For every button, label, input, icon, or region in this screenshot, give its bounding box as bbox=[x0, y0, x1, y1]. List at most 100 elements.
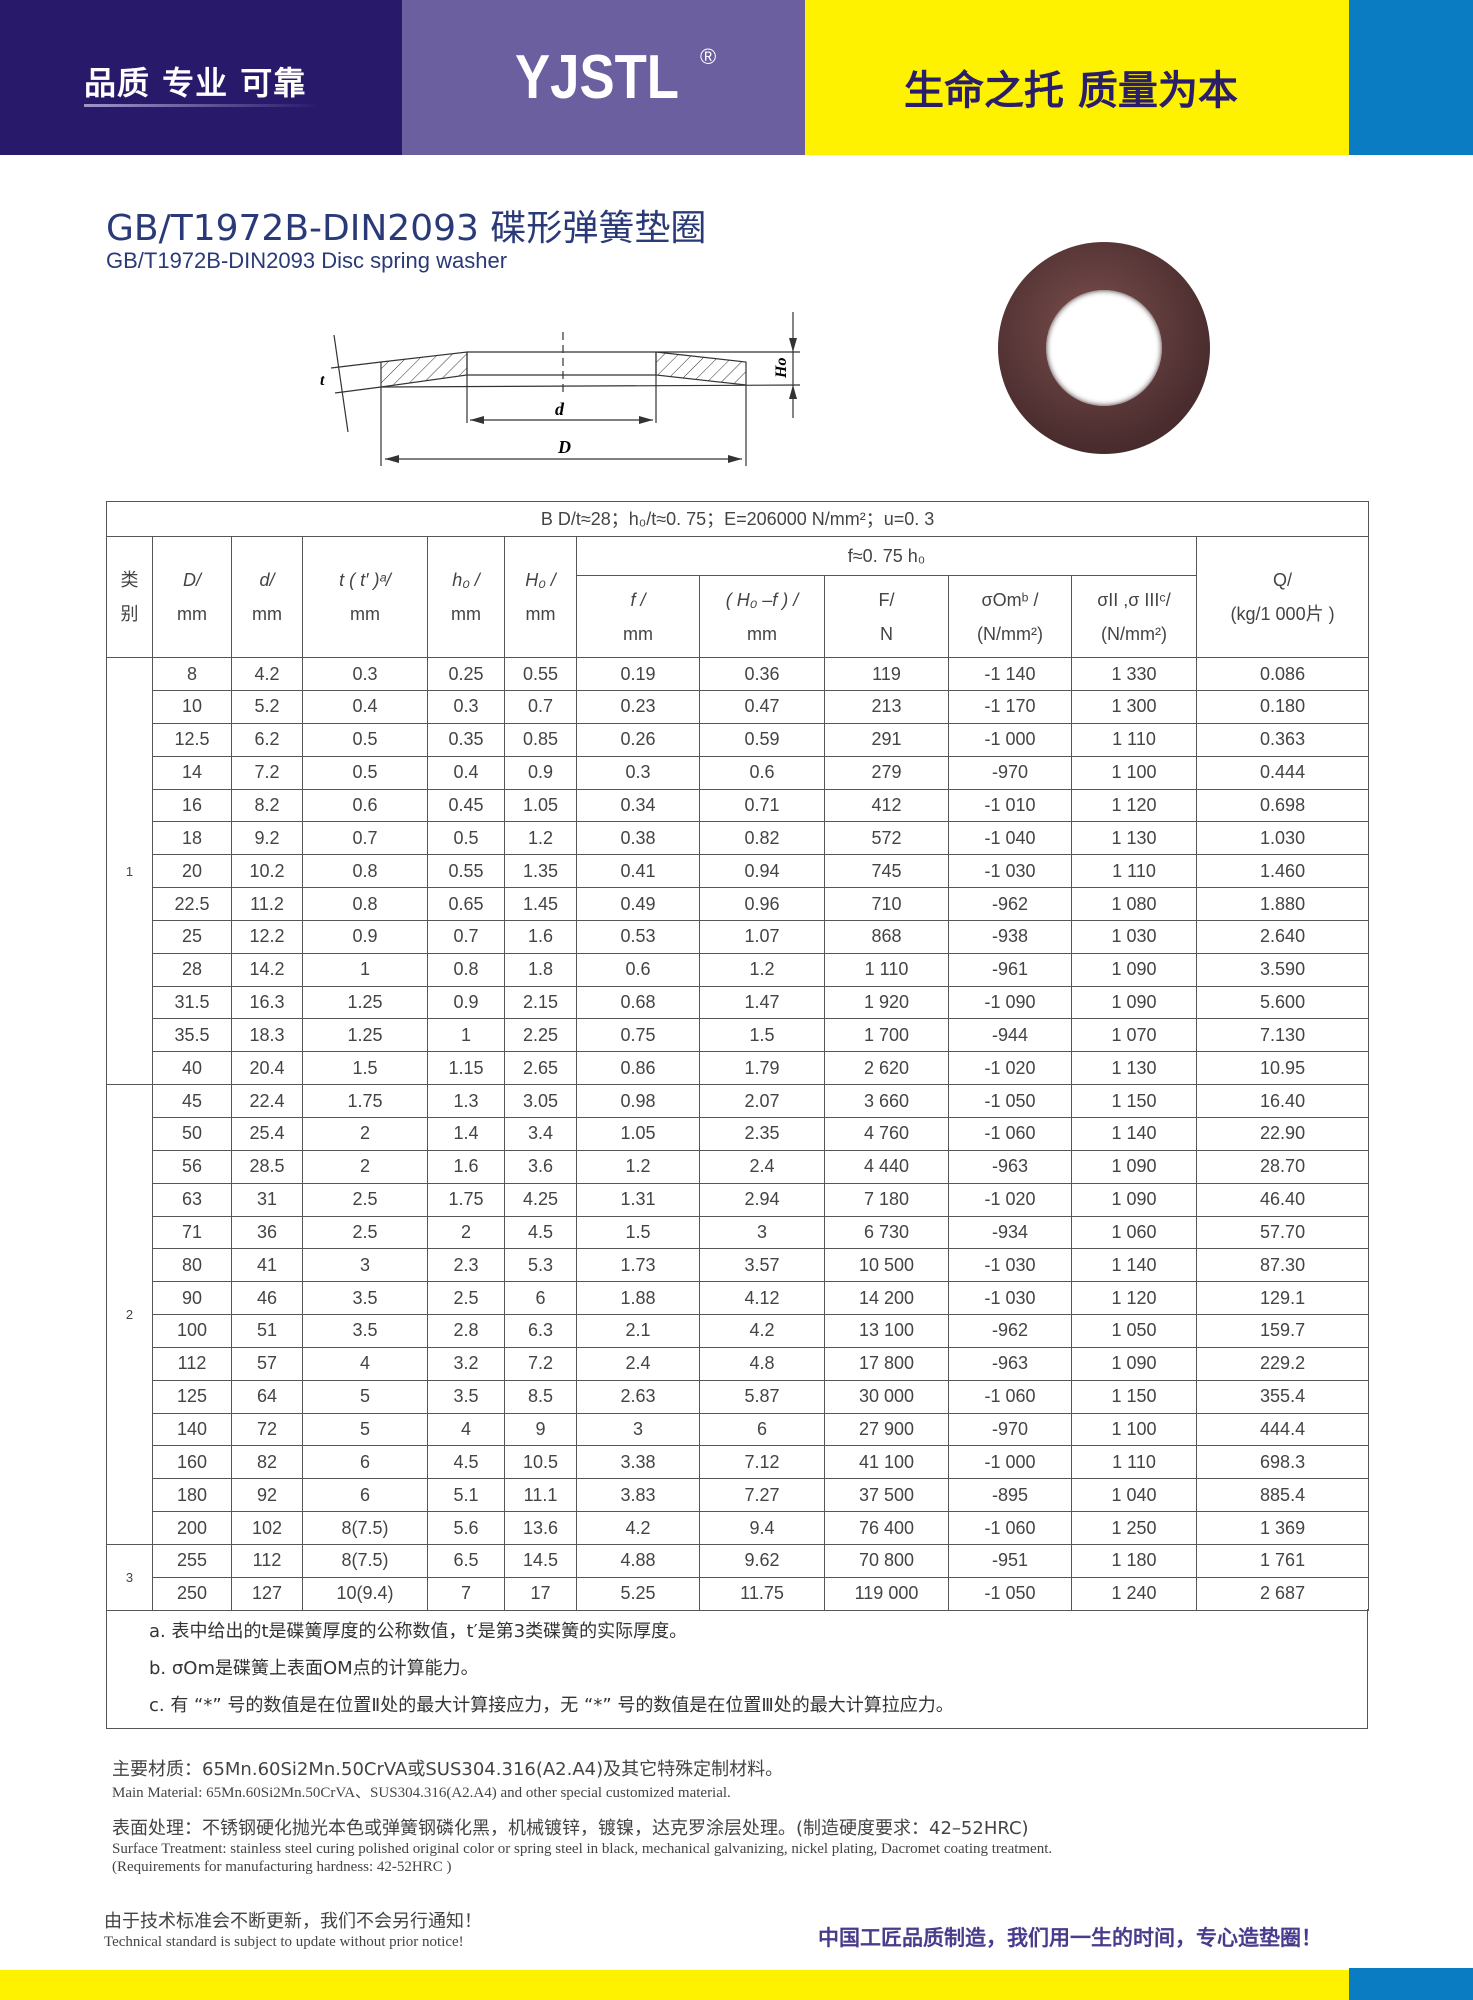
table-cell: 0.34 bbox=[576, 788, 700, 823]
table-cell: 1 120 bbox=[1071, 788, 1197, 823]
table-cell: 213 bbox=[824, 690, 949, 724]
table-cell: 0.59 bbox=[699, 722, 825, 757]
table-cell: -962 bbox=[948, 887, 1072, 921]
table-cell: 1 700 bbox=[824, 1018, 949, 1053]
table-cell: 51 bbox=[231, 1314, 303, 1348]
table-cell: 745 bbox=[824, 854, 949, 889]
table-cell: 7 bbox=[427, 1576, 505, 1611]
spec-table: B D/t≈28；h₀/t≈0. 75；E=206000 N/mm²；u=0. … bbox=[105, 500, 1370, 1611]
table-cell: 1 300 bbox=[1071, 690, 1197, 724]
table-cell: 1.88 bbox=[576, 1281, 700, 1316]
table-cell: 885.4 bbox=[1195, 1478, 1370, 1513]
table-row: 112 57 4 3.2 7.2 2.4 4.8 17 800 -963 1 090 229.2 bbox=[107, 1346, 1370, 1381]
table-cell: 1 250 bbox=[1071, 1511, 1197, 1545]
table-cell: 1.4 bbox=[427, 1117, 505, 1151]
table-cell: 1.5 bbox=[576, 1215, 700, 1250]
table-cell: 710 bbox=[824, 887, 949, 921]
table-cell: 4.5 bbox=[504, 1215, 577, 1250]
table-cell: 2.25 bbox=[504, 1018, 577, 1053]
table-cell: 2 bbox=[427, 1215, 505, 1250]
table-cell: 2.640 bbox=[1195, 919, 1370, 954]
table-cell: 10.2 bbox=[231, 854, 303, 889]
table-cell: 1.030 bbox=[1195, 821, 1370, 856]
table-cell: 4.5 bbox=[427, 1445, 505, 1480]
table-cell: 0.7 bbox=[427, 919, 505, 954]
table-cell: 100 bbox=[152, 1314, 232, 1348]
table-cell: 28.5 bbox=[231, 1149, 303, 1184]
table-cell: 1.3 bbox=[427, 1084, 505, 1118]
table-cell: 7.130 bbox=[1195, 1018, 1370, 1053]
table-cell: 64 bbox=[231, 1379, 303, 1414]
table-notes: a. 表中给出的t是碟簧厚度的公称数值，t′是第3类碟簧的实际厚度。 b. σO… bbox=[106, 1609, 1368, 1729]
table-cell: 2.1 bbox=[576, 1314, 700, 1348]
table-cell: 46 bbox=[231, 1281, 303, 1316]
table-cell: 0.55 bbox=[504, 657, 577, 692]
table-cell: -963 bbox=[948, 1149, 1072, 1184]
table-cell: 1 040 bbox=[1071, 1478, 1197, 1513]
column-header-bottom: mm bbox=[451, 604, 481, 625]
column-header-7: ( H₀ –f ) / mm bbox=[699, 575, 825, 659]
table-cell: 7.12 bbox=[699, 1445, 825, 1480]
table-cell: 0.9 bbox=[302, 919, 428, 954]
table-cell: 0.7 bbox=[302, 821, 428, 856]
table-cell: 0.41 bbox=[576, 854, 700, 889]
table-cell: 4.2 bbox=[576, 1511, 700, 1545]
table-cell: 80 bbox=[152, 1248, 232, 1283]
table-cell: 1.2 bbox=[504, 821, 577, 856]
table-cell: -1 030 bbox=[948, 854, 1072, 889]
table-cell: 14.2 bbox=[231, 952, 303, 987]
table-cell: -1 050 bbox=[948, 1084, 1072, 1118]
table-row: 25 12.2 0.9 0.7 1.6 0.53 1.07 868 -938 1 030 2.640 bbox=[107, 919, 1370, 954]
table-cell: 1.2 bbox=[699, 952, 825, 987]
table-cell: 27 900 bbox=[824, 1412, 949, 1447]
table-cell: 10.95 bbox=[1195, 1051, 1370, 1086]
table-cell: 0.49 bbox=[576, 887, 700, 921]
table-cell: 229.2 bbox=[1195, 1346, 1370, 1381]
table-row: 28 14.2 1 0.8 1.8 0.6 1.2 1 110 -961 1 090 3.590 bbox=[107, 952, 1370, 987]
table-cell: 6 bbox=[302, 1478, 428, 1513]
column-header-bottom: mm bbox=[747, 623, 777, 644]
note-c: c. 有 “*” 号的数值是在位置Ⅱ处的最大计算接应力，无 “*” 号的数值是在… bbox=[149, 1695, 954, 1716]
column-header-top: ( H₀ –f ) / bbox=[725, 589, 799, 610]
table-row: 10 5.2 0.4 0.3 0.7 0.23 0.47 213 -1 170 1 300 0.18… bbox=[107, 690, 1370, 724]
table-cell: 0.71 bbox=[699, 788, 825, 823]
table-cell: 0.8 bbox=[302, 887, 428, 921]
table-cell: 16.3 bbox=[231, 985, 303, 1020]
table-cell: 1.07 bbox=[699, 919, 825, 954]
table-cell: 4.88 bbox=[576, 1543, 700, 1578]
column-header-bottom: mm bbox=[525, 604, 556, 625]
surface-cn: 表面处理：不锈钢硬化抛光本色或弹簧钢磷化黑，机械镀锌，镀镍，达克罗涂层处理。(制… bbox=[112, 1818, 1029, 1839]
label-d: d bbox=[555, 399, 565, 419]
column-header-3: t ( t′ )ᵃ/mm bbox=[302, 536, 428, 659]
table-cell: 5.87 bbox=[699, 1379, 825, 1414]
table-cell: 3.38 bbox=[576, 1445, 700, 1480]
table-cell: 3.5 bbox=[302, 1281, 428, 1316]
category-cell: 3 bbox=[106, 1543, 153, 1611]
footer-notice-cn: 由于技术标准会不断更新，我们不会另行通知！ bbox=[104, 1911, 482, 1932]
table-cell: 1 090 bbox=[1071, 985, 1197, 1020]
table-cell: 2.5 bbox=[427, 1281, 505, 1316]
table-cell: 0.3 bbox=[427, 690, 505, 724]
table-cell: 1 050 bbox=[1071, 1314, 1197, 1348]
table-cell: -1 060 bbox=[948, 1379, 1072, 1414]
table-cell: 72 bbox=[231, 1412, 303, 1447]
table-row: 100 51 3.5 2.8 6.3 2.1 4.2 13 100 -962 1 050 159.7 bbox=[107, 1314, 1370, 1348]
table-cell: 4.25 bbox=[504, 1182, 577, 1217]
table-cell: 16.40 bbox=[1195, 1084, 1370, 1118]
note-a: a. 表中给出的t是碟簧厚度的公称数值，t′是第3类碟簧的实际厚度。 bbox=[149, 1621, 688, 1642]
page-subtitle: GB/T1972B-DIN2093 Disc spring washer bbox=[106, 248, 508, 273]
table-cell: 10 bbox=[152, 690, 232, 724]
table-cell: 0.5 bbox=[302, 722, 428, 757]
table-cell: 7.2 bbox=[504, 1346, 577, 1381]
table-cell: 140 bbox=[152, 1412, 232, 1447]
table-cell: 0.68 bbox=[576, 985, 700, 1020]
table-cell: -1 020 bbox=[948, 1051, 1072, 1086]
table-cell: 1 130 bbox=[1071, 821, 1197, 856]
table-cell: 572 bbox=[824, 821, 949, 856]
footer-notice-en: Technical standard is subject to update … bbox=[104, 1934, 464, 1950]
table-cell: 0.8 bbox=[302, 854, 428, 889]
table-cell: 8.5 bbox=[504, 1379, 577, 1414]
table-cell: -1 170 bbox=[948, 690, 1072, 724]
table-cell: 3.6 bbox=[504, 1149, 577, 1184]
table-cell: -1 030 bbox=[948, 1248, 1072, 1283]
